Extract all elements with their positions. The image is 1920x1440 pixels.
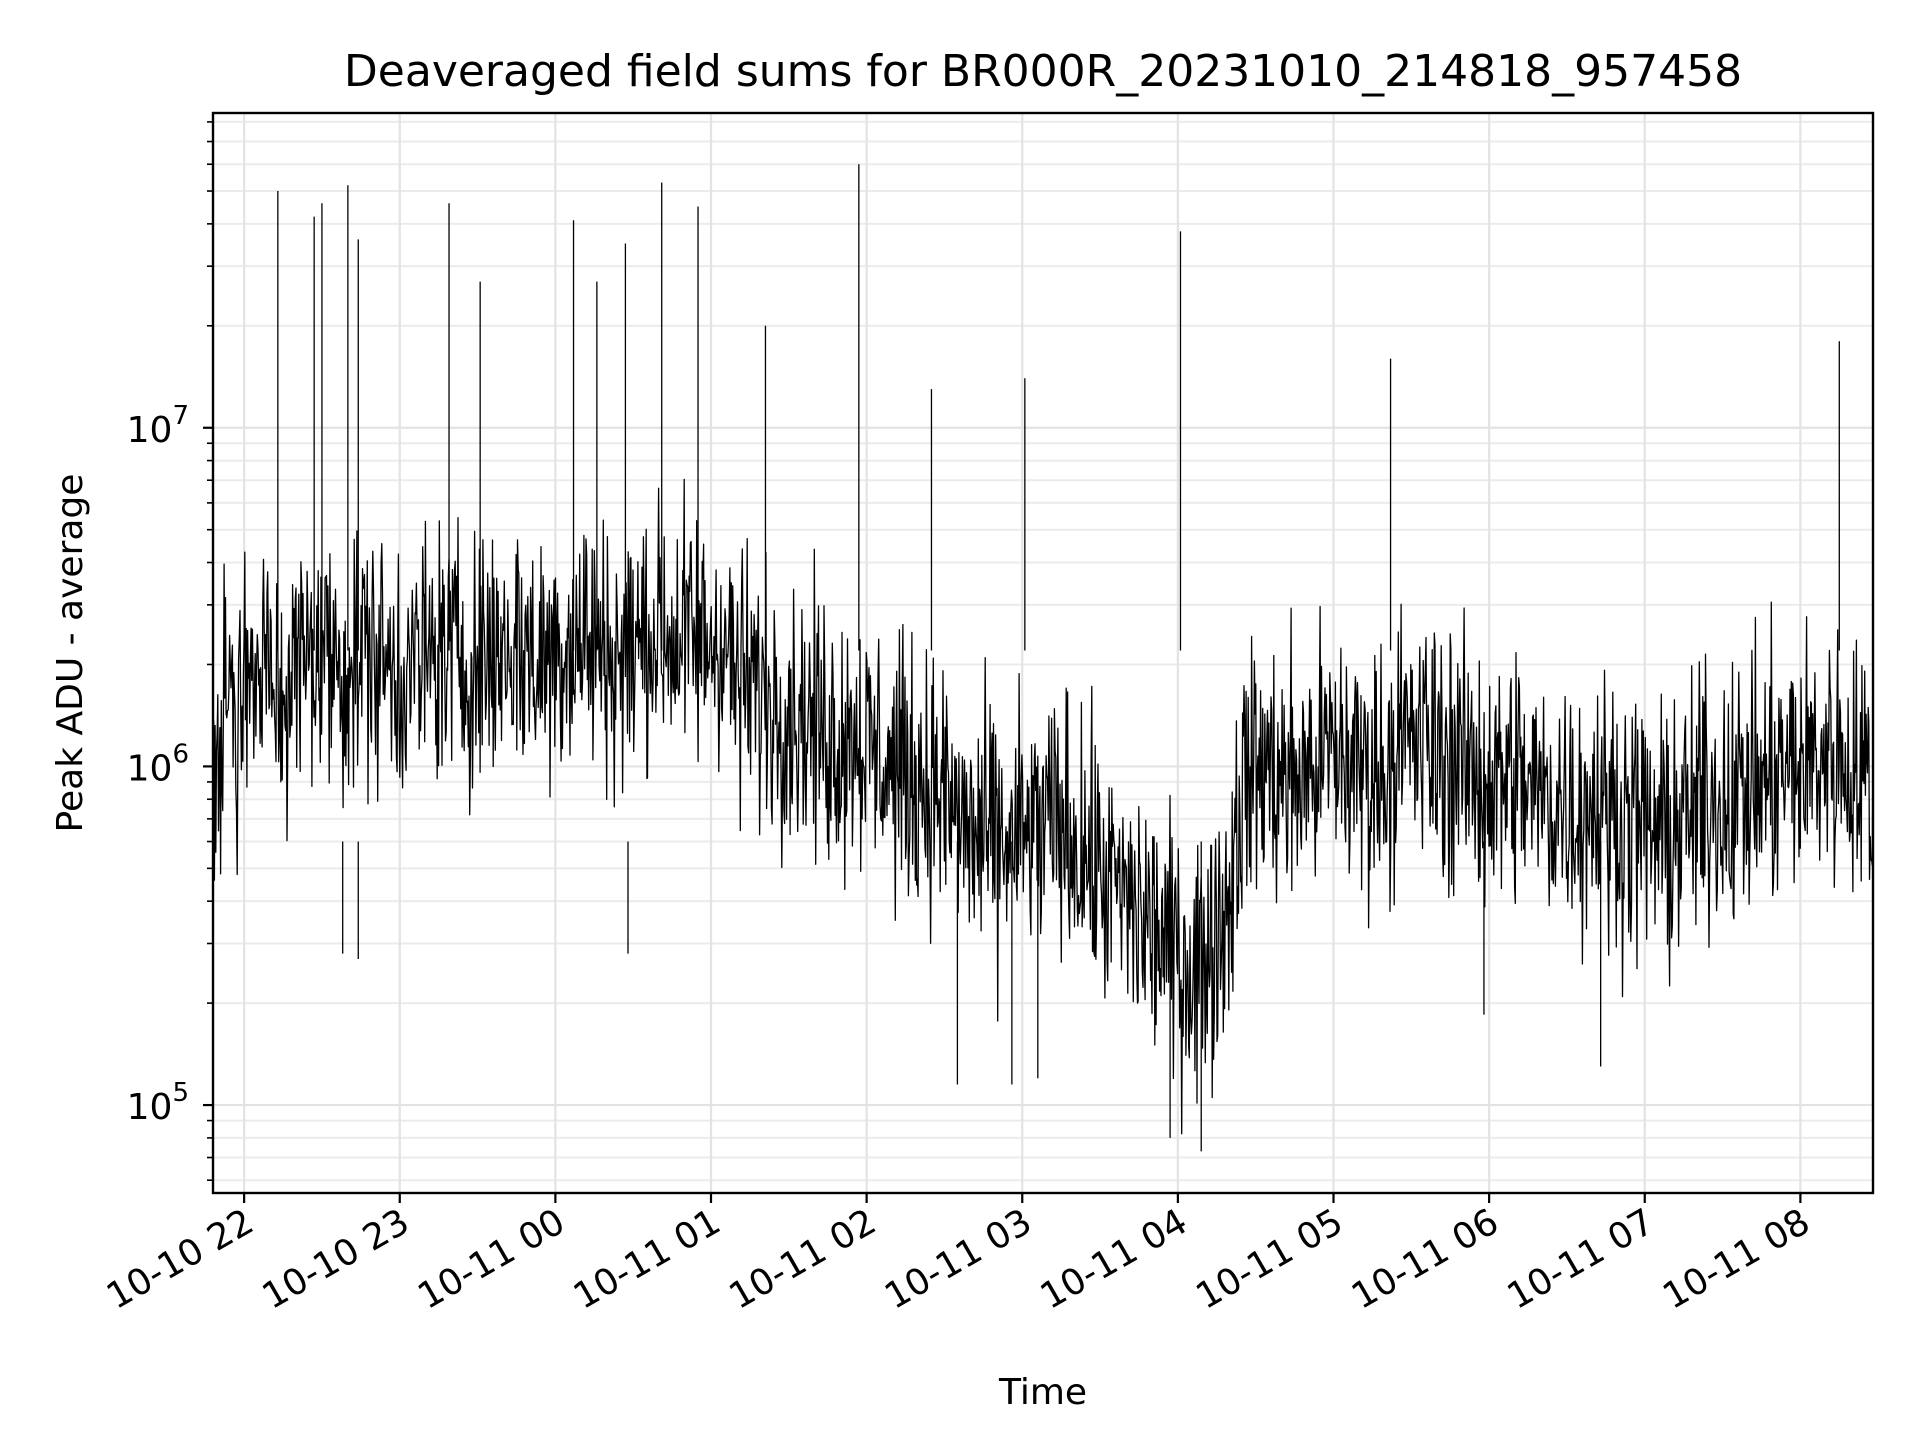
series-layer: [212, 164, 1874, 1152]
y-axis-label: Peak ADU - average: [50, 474, 91, 833]
plot-frame: [211, 111, 1875, 1195]
y-tick-label: 106: [127, 739, 189, 789]
x-axis-label: Time: [998, 1372, 1087, 1413]
y-tick-label: 107: [127, 401, 189, 451]
y-tick-label: 105: [127, 1078, 189, 1128]
series-line: [212, 478, 1874, 1135]
chart-title: Deaveraged field sums for BR000R_2023101…: [344, 46, 1742, 97]
